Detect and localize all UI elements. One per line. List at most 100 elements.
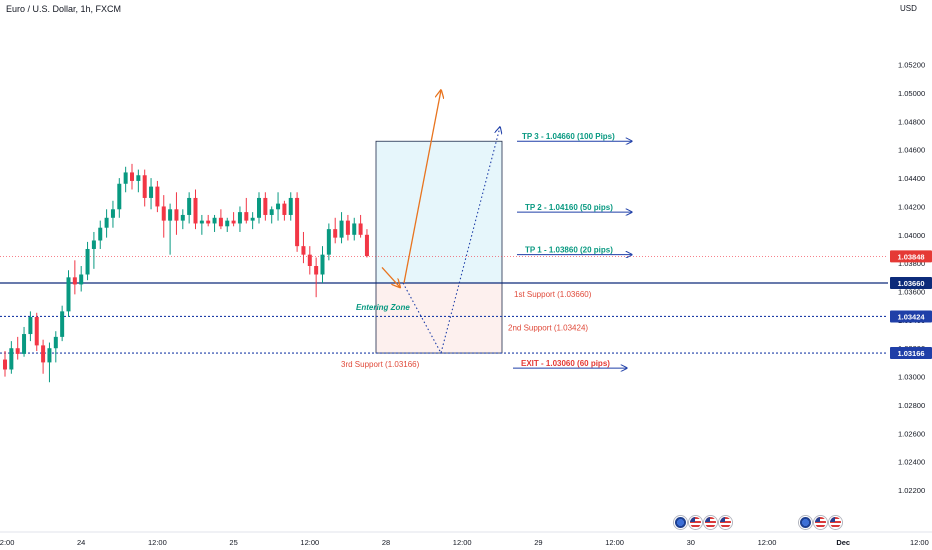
candle-body (41, 345, 46, 363)
candle-body (53, 336, 58, 349)
x-tick-label: 12:00 (605, 538, 624, 547)
candle-body (104, 217, 109, 228)
candle-body (250, 217, 255, 221)
globe-icon[interactable] (674, 516, 687, 529)
candle-body (47, 348, 52, 363)
price-tag[interactable] (890, 277, 932, 290)
candle-body (174, 209, 179, 221)
candle-body (28, 317, 33, 335)
candle-body (263, 197, 268, 215)
candle-body (155, 186, 160, 207)
bullish-projection-arrow[interactable] (403, 90, 441, 284)
candle-body (142, 175, 147, 198)
candle-body (79, 274, 84, 285)
profit-zone[interactable] (376, 141, 502, 284)
price-tag[interactable] (890, 250, 932, 263)
candle-body (130, 172, 134, 181)
y-tick-label: 1.04600 (898, 146, 925, 155)
candle-body (85, 248, 90, 275)
candle-body (364, 234, 369, 257)
candle-body (136, 175, 141, 181)
candle-body (212, 217, 217, 224)
candle-body (320, 254, 325, 275)
economic-events-group-2[interactable] (799, 516, 842, 529)
us-flag-icon[interactable] (829, 516, 842, 529)
candle-body (187, 197, 192, 215)
y-tick-label: 1.02600 (898, 429, 925, 438)
y-tick-label: 1.05200 (898, 61, 925, 70)
x-tick-label: 12:00 (300, 538, 319, 547)
candle-body (307, 254, 312, 266)
candle-body (237, 212, 242, 224)
y-tick-label: 1.02400 (898, 458, 925, 467)
x-tick-label: 25 (229, 538, 237, 547)
candle-body (193, 197, 198, 224)
candle-body (339, 220, 344, 238)
candle-body (149, 186, 154, 198)
candle-body (301, 246, 306, 255)
support-2-label: 2nd Support (1.03424) (508, 323, 588, 332)
y-tick-label: 1.02200 (898, 486, 925, 495)
us-flag-icon[interactable] (689, 516, 702, 529)
candle-body (276, 203, 281, 210)
support-3-label: 3rd Support (1.03166) (341, 360, 420, 369)
us-flag-icon[interactable] (704, 516, 717, 529)
candle-body (123, 172, 128, 184)
x-tick-label: 24 (77, 538, 85, 547)
exit-label: EXIT - 1.03060 (60 pips) (521, 359, 610, 368)
candle-body (257, 197, 261, 218)
candle-body (180, 214, 185, 221)
candle-body (15, 348, 20, 354)
candle-body (91, 240, 96, 249)
candle-body (9, 348, 14, 370)
x-tick-label: 30 (687, 538, 695, 547)
candle-body (352, 223, 357, 235)
candle-body (34, 317, 39, 346)
price-tag-label: 1.03424 (897, 312, 925, 321)
candle-body (288, 197, 293, 215)
price-tag[interactable] (890, 347, 932, 360)
economic-events-group-1[interactable] (674, 516, 732, 529)
price-tag-label: 1.03166 (897, 349, 924, 358)
globe-icon[interactable] (799, 516, 812, 529)
candle-body (314, 265, 319, 275)
x-tick-label: 12:00 (758, 538, 777, 547)
candle-body (333, 229, 338, 238)
price-tag[interactable] (890, 310, 932, 323)
x-tick-label: 12:00 (453, 538, 472, 547)
candle-body (60, 311, 65, 337)
support-1-label: 1st Support (1.03660) (514, 290, 592, 299)
us-flag-icon[interactable] (814, 516, 827, 529)
entry-zone[interactable] (376, 283, 502, 354)
tp2-label: TP 2 - 1.04160 (50 pips) (525, 203, 613, 212)
currency-label[interactable]: USD (900, 4, 917, 13)
y-tick-label: 1.03800 (898, 259, 925, 268)
candle-body (66, 277, 71, 312)
candle-body (161, 206, 166, 221)
x-tick-label: Dec (836, 538, 850, 547)
x-tick-label: 12:00 (0, 538, 14, 547)
price-tag-label: 1.03848 (897, 252, 924, 261)
candle-body (282, 203, 287, 215)
x-tick-label: 12:00 (148, 538, 167, 547)
candle-body (110, 209, 115, 218)
candle-body (199, 220, 204, 224)
candle-body (72, 277, 77, 285)
price-tag-label: 1.03660 (897, 279, 924, 288)
candle-body (225, 220, 230, 227)
candle-body (269, 209, 274, 215)
y-tick-label: 1.03600 (898, 288, 925, 297)
candle-body (345, 220, 350, 235)
candle-body (244, 212, 249, 221)
candle-body (3, 359, 7, 370)
candle-body (218, 217, 223, 227)
pullback-arrow[interactable] (381, 266, 400, 287)
y-tick-label: 1.04200 (898, 202, 925, 211)
tp3-label: TP 3 - 1.04660 (100 Pips) (522, 132, 615, 141)
y-tick-label: 1.05000 (898, 89, 925, 98)
us-flag-icon[interactable] (719, 516, 732, 529)
position-box-outline[interactable] (375, 140, 503, 354)
candle-body (98, 227, 103, 241)
candle-body (358, 223, 363, 235)
